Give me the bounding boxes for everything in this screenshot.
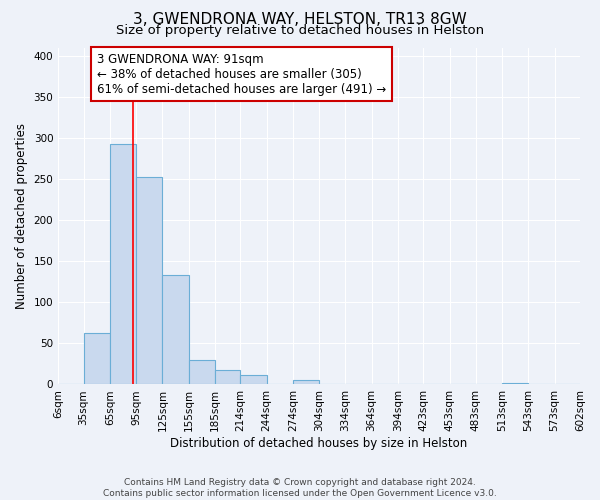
Text: Size of property relative to detached houses in Helston: Size of property relative to detached ho…: [116, 24, 484, 37]
Text: Contains HM Land Registry data © Crown copyright and database right 2024.
Contai: Contains HM Land Registry data © Crown c…: [103, 478, 497, 498]
Text: 3 GWENDRONA WAY: 91sqm
← 38% of detached houses are smaller (305)
61% of semi-de: 3 GWENDRONA WAY: 91sqm ← 38% of detached…: [97, 52, 386, 96]
X-axis label: Distribution of detached houses by size in Helston: Distribution of detached houses by size …: [170, 437, 468, 450]
Text: 3, GWENDRONA WAY, HELSTON, TR13 8GW: 3, GWENDRONA WAY, HELSTON, TR13 8GW: [133, 12, 467, 28]
Bar: [293, 380, 319, 384]
Bar: [240, 374, 266, 384]
Y-axis label: Number of detached properties: Number of detached properties: [15, 123, 28, 309]
Bar: [502, 383, 529, 384]
Bar: [136, 176, 163, 384]
Bar: [110, 144, 136, 384]
Bar: [163, 275, 188, 384]
Bar: [188, 360, 215, 384]
Bar: [83, 332, 110, 384]
Bar: [215, 370, 240, 384]
